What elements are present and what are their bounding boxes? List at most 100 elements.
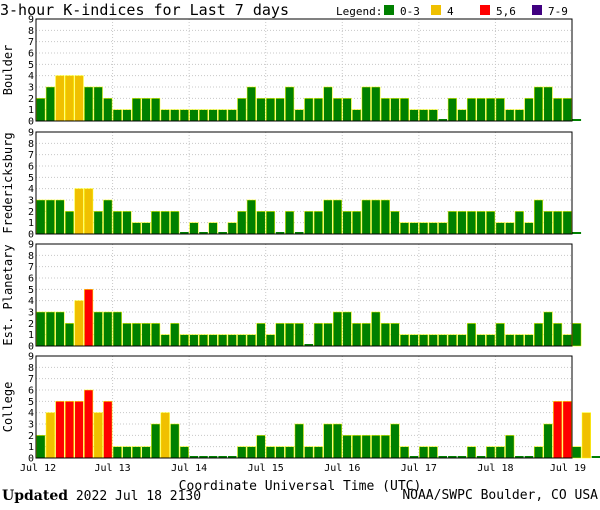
k-index-bar	[84, 289, 94, 347]
k-index-bar	[64, 75, 75, 122]
legend-entry-2: 5,6	[496, 5, 516, 18]
k-index-bar	[380, 98, 390, 122]
k-index-bar	[93, 412, 103, 459]
k-index-bar	[486, 98, 496, 122]
k-index-bar	[103, 98, 113, 122]
legend-entry-0: 0-3	[400, 5, 420, 18]
k-index-bar	[246, 446, 256, 459]
k-index-bar	[352, 211, 362, 235]
k-index-bar	[591, 456, 600, 458]
k-index-bar	[495, 98, 505, 122]
k-index-bar	[323, 86, 333, 122]
k-index-bar	[409, 456, 419, 458]
y-tick-label: 6	[28, 49, 34, 60]
k-index-bar	[103, 401, 113, 459]
k-index-bar	[553, 401, 563, 459]
y-tick-label: 8	[28, 251, 34, 262]
x-tick-label: Jul 19	[550, 463, 586, 474]
k-index-bar	[84, 188, 94, 235]
y-tick-label: 0	[28, 230, 34, 241]
y-tick-label: 1	[28, 442, 34, 453]
k-index-bar	[304, 344, 314, 346]
k-index-bar	[399, 334, 410, 347]
y-tick-label: 2	[28, 94, 34, 105]
k-index-bar	[227, 334, 237, 347]
station-label: Est. Planetary	[1, 244, 15, 345]
k-index-bar	[428, 222, 438, 235]
chart-panels: 0123456789Boulder0123456789Fredericksbur…	[1, 15, 600, 465]
legend-entry-1: 4	[447, 5, 454, 18]
k-index-bar	[208, 334, 218, 347]
k-index-bar	[103, 199, 113, 235]
k-index-bar	[409, 222, 419, 235]
y-tick-label: 2	[28, 319, 34, 330]
x-tick-label: Jul 18	[477, 463, 513, 474]
k-index-bar	[141, 98, 151, 122]
k-index-bar	[524, 456, 534, 458]
y-tick-label: 7	[28, 150, 34, 161]
k-index-bar	[227, 222, 237, 235]
k-index-bar	[160, 334, 170, 347]
k-index-bar	[151, 323, 161, 347]
k-index-bar	[399, 98, 410, 122]
k-index-bar	[112, 211, 122, 235]
y-tick-label: 9	[28, 352, 34, 363]
k-index-bar	[199, 232, 208, 234]
k-index-bar	[170, 323, 180, 347]
y-tick-label: 2	[28, 431, 34, 442]
k-index-bar	[524, 98, 534, 122]
k-index-bar	[198, 334, 209, 347]
x-tick-label: Jul 16	[324, 463, 360, 474]
k-index-bar	[352, 109, 362, 122]
k-index-bar	[505, 435, 515, 459]
k-index-bar	[514, 334, 524, 347]
k-index-bar	[581, 412, 591, 459]
legend-swatch-3	[532, 5, 542, 15]
k-index-bar	[390, 323, 400, 347]
y-tick-label: 1	[28, 218, 34, 229]
k-index-bar	[198, 109, 209, 122]
k-index-bar	[313, 323, 323, 347]
y-tick-label: 5	[28, 60, 34, 71]
legend-label: Legend:	[336, 5, 382, 18]
k-index-bar	[495, 222, 505, 235]
k-index-bar	[486, 211, 496, 235]
k-index-bar	[533, 86, 544, 122]
k-index-bar	[486, 446, 496, 459]
panel-frame	[35, 355, 573, 459]
k-index-bar	[562, 334, 572, 347]
k-index-bar	[294, 423, 304, 459]
k-index-bar	[275, 323, 285, 347]
k-index-bar	[45, 311, 55, 347]
panel-frame	[35, 18, 573, 122]
k-index-bar	[199, 456, 208, 458]
k-index-bar	[447, 98, 457, 122]
k-index-bar	[361, 86, 371, 122]
k-index-bar	[285, 211, 295, 235]
k-index-bar	[131, 446, 142, 459]
k-index-bar	[237, 98, 247, 122]
k-index-bar	[457, 456, 467, 458]
k-index-bar	[237, 334, 247, 347]
k-index-bar	[122, 109, 132, 122]
k-index-bar	[304, 98, 314, 122]
y-tick-label: 9	[28, 240, 34, 251]
k-index-bar	[237, 446, 247, 459]
chart-title: 3-hour K-indices for Last 7 days	[0, 1, 289, 19]
y-tick-label: 9	[28, 15, 34, 26]
k-index-bar	[533, 446, 544, 459]
k-index-bar	[543, 311, 553, 347]
y-tick-label: 3	[28, 420, 34, 431]
k-index-bar	[246, 86, 256, 122]
y-tick-label: 2	[28, 207, 34, 218]
k-index-bar	[112, 109, 122, 122]
k-index-bar	[294, 323, 304, 347]
k-index-bar	[275, 446, 285, 459]
k-index-bar	[160, 211, 170, 235]
station-label: Fredericksburg	[1, 132, 15, 233]
k-index-bar	[505, 222, 515, 235]
k-index-bar	[45, 199, 55, 235]
k-index-bar	[36, 199, 46, 235]
station-label: Boulder	[1, 45, 15, 96]
